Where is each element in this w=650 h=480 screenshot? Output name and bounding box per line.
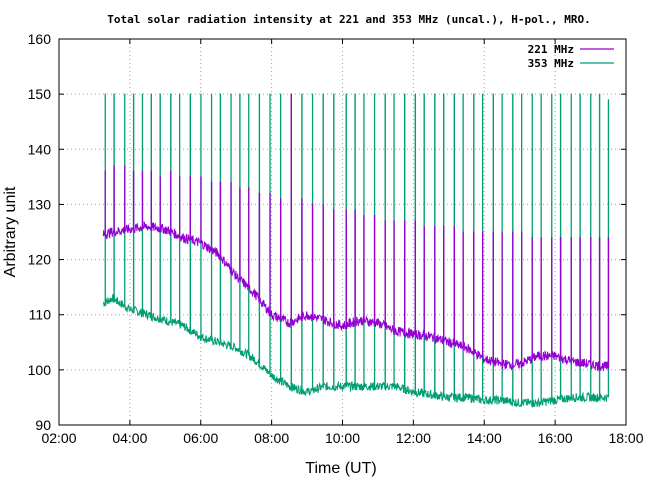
y-tick-label: 150	[28, 86, 52, 102]
x-axis-ticks: 02:00 04:00 06:00 08:00 10:00 12:00 14:00 16:00…	[41, 39, 644, 446]
legend-label-353: 353 MHz	[528, 57, 574, 70]
x-tick-label: 18:00	[608, 430, 643, 446]
x-tick-label: 14:00	[467, 430, 502, 446]
x-tick-label: 10:00	[325, 430, 360, 446]
x-tick-label: 06:00	[183, 430, 218, 446]
series-line-221-mhz	[102, 93, 610, 372]
x-tick-label: 02:00	[41, 430, 76, 446]
y-tick-label: 110	[29, 307, 52, 323]
y-tick-label: 160	[28, 31, 52, 47]
y-axis-label: Arbitrary unit	[2, 186, 19, 277]
legend-label-221: 221 MHz	[528, 43, 574, 56]
series-line-353-mhz	[102, 93, 610, 409]
legend: 221 MHz 353 MHz	[528, 43, 614, 70]
series-353-mhz	[102, 93, 610, 409]
x-tick-label: 08:00	[254, 430, 289, 446]
series-layer	[102, 93, 610, 409]
y-axis-ticks: 90 100 110 120 130 140 150 160	[28, 31, 626, 433]
chart-title: Total solar radiation intensity at 221 a…	[107, 13, 590, 26]
y-tick-label: 100	[28, 362, 52, 378]
x-axis-label: Time (UT)	[305, 460, 376, 477]
x-tick-label: 04:00	[112, 430, 147, 446]
x-tick-label: 12:00	[396, 430, 431, 446]
x-tick-label: 16:00	[538, 430, 573, 446]
y-tick-label: 120	[28, 252, 52, 268]
y-tick-label: 90	[35, 417, 51, 433]
series-221-mhz	[102, 93, 610, 372]
y-tick-label: 140	[28, 141, 52, 157]
y-tick-label: 130	[28, 196, 52, 212]
